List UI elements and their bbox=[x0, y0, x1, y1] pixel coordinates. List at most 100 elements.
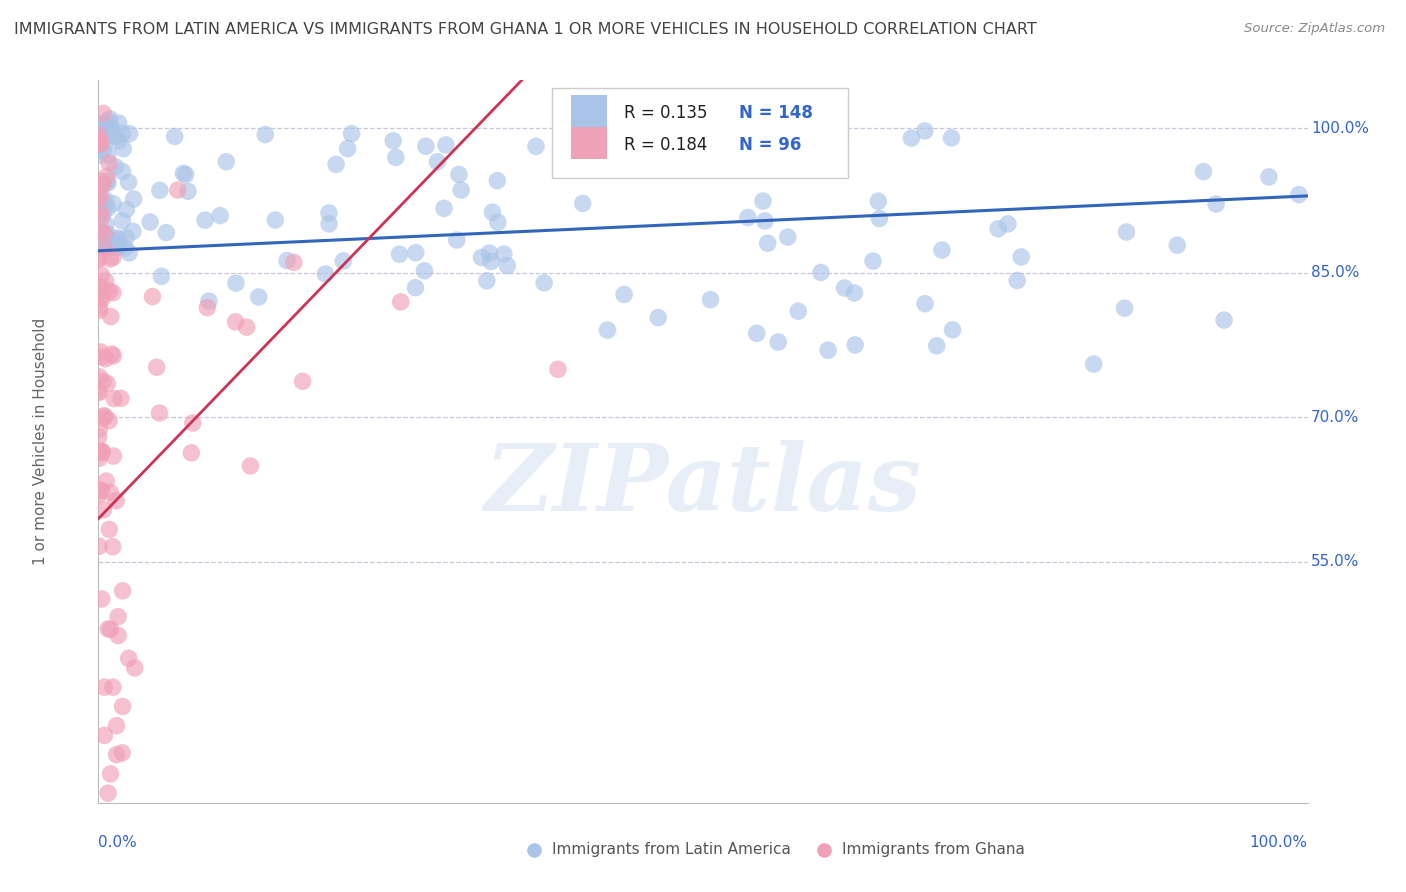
Point bbox=[318, 206, 340, 220]
Point bbox=[97, 786, 120, 800]
Point bbox=[94, 198, 117, 212]
Point bbox=[103, 392, 125, 406]
Point bbox=[94, 409, 117, 424]
Point bbox=[90, 290, 112, 304]
Point bbox=[492, 247, 515, 261]
Point bbox=[433, 202, 456, 216]
Point bbox=[100, 310, 122, 324]
Point bbox=[107, 134, 129, 148]
Point bbox=[1005, 273, 1028, 287]
Point bbox=[89, 134, 111, 148]
Point bbox=[115, 230, 138, 244]
Point bbox=[1115, 225, 1137, 239]
Point bbox=[118, 246, 141, 260]
Text: 100.0%: 100.0% bbox=[1250, 835, 1308, 850]
Point bbox=[107, 240, 129, 254]
Point bbox=[91, 445, 114, 459]
Point bbox=[776, 230, 799, 244]
Point bbox=[815, 147, 838, 161]
Point bbox=[1166, 238, 1188, 252]
Point bbox=[806, 159, 828, 173]
Point bbox=[87, 252, 110, 266]
Point bbox=[844, 338, 866, 352]
Point bbox=[105, 719, 128, 733]
Point bbox=[89, 303, 111, 318]
Point bbox=[94, 274, 117, 288]
Point bbox=[91, 206, 114, 220]
Point bbox=[93, 178, 115, 192]
Point bbox=[115, 202, 138, 217]
Point bbox=[100, 485, 122, 500]
Point bbox=[100, 767, 122, 781]
Text: Immigrants from Latin America: Immigrants from Latin America bbox=[551, 842, 790, 857]
Point bbox=[101, 251, 124, 265]
Point bbox=[447, 168, 470, 182]
FancyBboxPatch shape bbox=[551, 87, 848, 178]
Point bbox=[87, 385, 110, 400]
Point bbox=[139, 215, 162, 229]
Point bbox=[118, 651, 141, 665]
Point bbox=[174, 168, 197, 182]
Point bbox=[90, 174, 112, 188]
Point bbox=[104, 160, 127, 174]
Point bbox=[150, 269, 173, 284]
Point bbox=[87, 483, 110, 497]
Point bbox=[100, 347, 122, 361]
Point bbox=[486, 215, 509, 229]
Point bbox=[613, 287, 636, 301]
Point bbox=[98, 284, 121, 298]
Point bbox=[925, 339, 948, 353]
Text: Source: ZipAtlas.com: Source: ZipAtlas.com bbox=[1244, 22, 1385, 36]
Point bbox=[166, 183, 188, 197]
Point bbox=[177, 184, 200, 198]
Point bbox=[475, 274, 498, 288]
Text: Immigrants from Ghana: Immigrants from Ghana bbox=[842, 842, 1025, 857]
Point bbox=[93, 680, 115, 694]
Point bbox=[404, 281, 426, 295]
Point bbox=[93, 411, 115, 425]
Text: R = 0.135: R = 0.135 bbox=[624, 103, 707, 122]
Point bbox=[90, 444, 112, 458]
Point bbox=[107, 116, 129, 130]
Text: ZIPatlas: ZIPatlas bbox=[485, 440, 921, 530]
Point bbox=[239, 458, 262, 473]
Point bbox=[699, 293, 721, 307]
Text: 55.0%: 55.0% bbox=[1312, 555, 1360, 569]
Point bbox=[561, 131, 583, 145]
Point bbox=[94, 238, 117, 252]
Point bbox=[247, 290, 270, 304]
Point bbox=[97, 201, 120, 215]
Point bbox=[1257, 169, 1279, 184]
Point bbox=[283, 255, 305, 269]
Point bbox=[93, 240, 115, 254]
Point bbox=[862, 254, 884, 268]
Point bbox=[93, 728, 115, 742]
Point bbox=[87, 430, 110, 444]
Point bbox=[124, 661, 146, 675]
Point bbox=[94, 193, 117, 207]
Point bbox=[98, 156, 121, 170]
Point bbox=[87, 487, 110, 501]
Text: IMMIGRANTS FROM LATIN AMERICA VS IMMIGRANTS FROM GHANA 1 OR MORE VEHICLES IN HOU: IMMIGRANTS FROM LATIN AMERICA VS IMMIGRA… bbox=[14, 22, 1036, 37]
Point bbox=[89, 539, 111, 553]
Point bbox=[647, 310, 669, 325]
Point bbox=[325, 157, 347, 171]
Point bbox=[91, 225, 114, 239]
Point bbox=[340, 127, 363, 141]
Point bbox=[194, 213, 217, 227]
Point bbox=[97, 176, 120, 190]
Point bbox=[533, 276, 555, 290]
Point bbox=[93, 227, 115, 241]
Point bbox=[97, 119, 120, 133]
Point bbox=[388, 247, 411, 261]
Point bbox=[810, 265, 832, 279]
Point bbox=[103, 349, 125, 363]
Point bbox=[122, 224, 145, 238]
Point bbox=[254, 128, 277, 142]
Text: 100.0%: 100.0% bbox=[1312, 121, 1369, 136]
Point bbox=[450, 183, 472, 197]
Point bbox=[149, 183, 172, 197]
Point bbox=[225, 315, 247, 329]
Point bbox=[89, 189, 111, 203]
Point bbox=[172, 166, 194, 180]
